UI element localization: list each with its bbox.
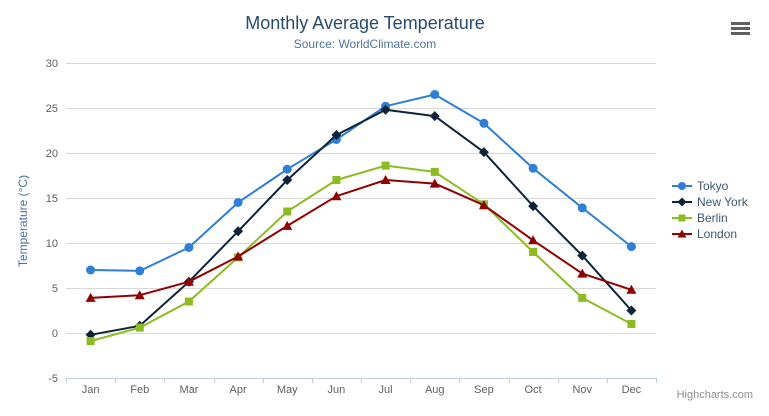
data-point-marker[interactable] xyxy=(135,323,144,332)
circle-legend-marker-icon xyxy=(672,182,692,190)
data-point-marker[interactable] xyxy=(529,248,538,256)
data-point-marker[interactable] xyxy=(578,293,587,302)
data-point-marker[interactable] xyxy=(479,118,489,128)
series-line[interactable] xyxy=(89,164,633,343)
y-axis-tick-label: 20 xyxy=(46,148,58,160)
legend-item-london[interactable]: London xyxy=(672,226,748,242)
x-axis-tick-label: May xyxy=(277,384,298,396)
x-axis-tick-label: Mar xyxy=(179,384,198,396)
y-axis-tick-label: -5 xyxy=(48,373,58,385)
chart-subtitle: Source: WorldClimate.com xyxy=(293,37,437,51)
data-point-marker[interactable] xyxy=(478,200,489,210)
x-axis-tick-label: Apr xyxy=(230,384,247,396)
chart-title: Monthly Average Temperature xyxy=(245,13,485,33)
data-point-marker[interactable] xyxy=(626,305,637,316)
data-point-marker[interactable] xyxy=(577,250,588,261)
highcharts-credit-link[interactable]: Highcharts.com xyxy=(676,389,753,401)
series-tokyo xyxy=(86,90,636,276)
legend-item-berlin[interactable]: Berlin xyxy=(672,210,748,226)
diamond-legend-marker-icon xyxy=(672,197,692,207)
data-point-marker[interactable] xyxy=(86,265,96,275)
data-point-marker[interactable] xyxy=(134,290,145,300)
series-new-york xyxy=(85,104,637,340)
x-axis-tick-label: Nov xyxy=(572,384,592,396)
data-point-marker[interactable] xyxy=(381,161,390,170)
legend-marker-shape[interactable] xyxy=(677,197,687,207)
x-axis-tick-label: Sep xyxy=(474,384,494,396)
data-point-marker[interactable] xyxy=(85,292,96,302)
legend-item-label: Berlin xyxy=(697,211,728,225)
legend-item-new-york[interactable]: New York xyxy=(672,194,748,210)
data-point-marker[interactable] xyxy=(135,266,145,276)
data-point-marker[interactable] xyxy=(430,167,439,176)
legend-marker-shape[interactable] xyxy=(677,229,687,238)
series-line[interactable] xyxy=(89,93,633,272)
legend-marker-shape[interactable] xyxy=(678,182,686,190)
data-point-marker[interactable] xyxy=(528,201,539,212)
y-axis-tick-label: 5 xyxy=(52,283,58,295)
data-point-marker[interactable] xyxy=(627,320,636,328)
series-london xyxy=(85,175,637,302)
x-axis-tick-label: Jul xyxy=(379,384,393,396)
x-axis-tick-label: Jan xyxy=(82,384,100,396)
series-line[interactable] xyxy=(89,179,633,299)
x-axis-tick-label: Dec xyxy=(622,384,642,396)
data-point-marker[interactable] xyxy=(528,235,539,245)
y-axis-tick-label: 30 xyxy=(46,58,58,70)
data-point-marker[interactable] xyxy=(86,337,95,346)
legend-item-label: Tokyo xyxy=(697,179,729,193)
data-point-marker[interactable] xyxy=(332,176,341,184)
data-point-marker[interactable] xyxy=(528,163,538,173)
data-point-marker[interactable] xyxy=(282,164,292,174)
series xyxy=(85,90,637,346)
data-point-marker[interactable] xyxy=(184,297,193,306)
data-point-marker[interactable] xyxy=(577,268,588,278)
x-axis-tick-label: Oct xyxy=(525,384,542,396)
data-point-marker[interactable] xyxy=(282,175,293,185)
grid-lines xyxy=(66,63,656,334)
data-point-marker[interactable] xyxy=(183,276,194,286)
legend-item-label: New York xyxy=(697,195,748,209)
series-line[interactable] xyxy=(89,108,633,336)
y-axis-tick-label: 10 xyxy=(46,238,58,250)
data-point-marker[interactable] xyxy=(380,104,391,115)
legend-item-tokyo[interactable]: Tokyo xyxy=(672,178,748,194)
y-axis-tick-label: 25 xyxy=(46,103,58,115)
y-axis-tick-label: 15 xyxy=(46,193,58,205)
data-point-marker[interactable] xyxy=(626,242,636,252)
menu-bar xyxy=(731,22,750,25)
data-point-marker[interactable] xyxy=(478,147,489,158)
data-point-marker[interactable] xyxy=(429,178,440,188)
data-point-marker[interactable] xyxy=(233,251,244,261)
data-point-marker[interactable] xyxy=(233,198,243,207)
data-point-marker[interactable] xyxy=(430,90,440,99)
data-point-marker[interactable] xyxy=(283,207,292,216)
triangle-legend-marker-icon xyxy=(672,229,692,238)
data-point-marker[interactable] xyxy=(282,220,293,230)
x-axis-tick-label: Jun xyxy=(328,384,346,396)
y-axis-tick-label: 0 xyxy=(52,328,58,340)
data-point-marker[interactable] xyxy=(184,243,194,252)
data-point-marker[interactable] xyxy=(380,175,391,184)
data-point-marker[interactable] xyxy=(331,191,342,201)
y-axis-title: Temperature (°C) xyxy=(16,175,30,267)
data-point-marker[interactable] xyxy=(577,203,587,213)
x-axis-tick-label: Aug xyxy=(425,384,445,396)
data-point-marker[interactable] xyxy=(331,130,342,140)
legend-marker-shape[interactable] xyxy=(678,214,686,222)
legend-item-label: London xyxy=(697,227,738,241)
square-legend-marker-icon xyxy=(672,214,692,222)
data-point-marker[interactable] xyxy=(626,284,637,294)
data-point-marker[interactable] xyxy=(233,226,244,237)
menu-bar xyxy=(731,32,750,35)
series-berlin xyxy=(86,161,636,346)
x-axis-tick-label: Feb xyxy=(130,384,149,396)
legend: Tokyo New York Berlin London xyxy=(672,178,748,242)
data-point-marker[interactable] xyxy=(429,111,440,122)
hamburger-menu-icon[interactable] xyxy=(731,22,750,36)
axes: -5 0 5 10 15 20 25 30 Jan Feb Mar Apr May Jun Jul Aug Se… xyxy=(46,58,657,396)
menu-bar xyxy=(731,27,750,30)
